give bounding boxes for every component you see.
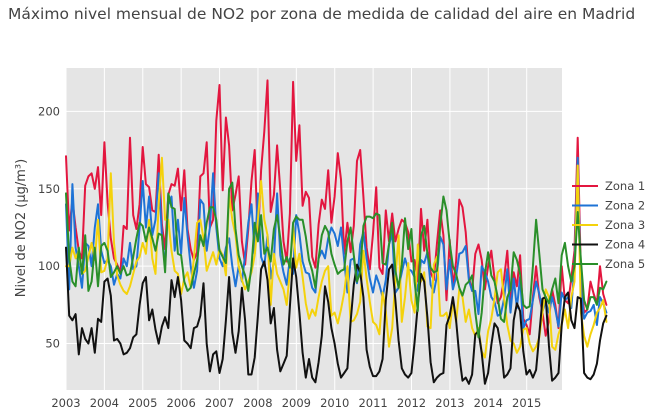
x-tick-label: 2003 [51, 396, 80, 410]
x-axis-ticks: 2003 2004 2005 2006 2007 2008 2009 2010 2011 2012… [51, 396, 541, 410]
legend[interactable]: Zona 1 Zona 2 Zona 3 Zona 4 Zona 5 [572, 179, 645, 271]
y-tick-label: 100 [38, 259, 60, 273]
legend-item-zona-5[interactable]: Zona 5 [572, 257, 645, 271]
legend-label: Zona 3 [605, 218, 645, 232]
series-line-zona-4 [65, 246, 608, 385]
series-line-zona-3 [65, 156, 608, 359]
y-tick-label: 50 [45, 337, 60, 351]
y-axis-label: Nivel de NO2 (µg/m³) [14, 159, 29, 297]
x-tick-label: 2004 [90, 396, 119, 410]
x-tick-label: 2008 [243, 396, 272, 410]
x-tick-label: 2006 [167, 396, 196, 410]
x-tick-label: 2013 [435, 396, 464, 410]
x-tick-label: 2011 [358, 396, 387, 410]
legend-item-zona-1[interactable]: Zona 1 [572, 179, 645, 193]
legend-label: Zona 1 [605, 179, 645, 193]
x-tick-label: 2012 [397, 396, 426, 410]
x-tick-label: 2014 [474, 396, 503, 410]
y-axis-ticks: 50 100 150 200 [38, 104, 60, 350]
legend-item-zona-2[interactable]: Zona 2 [572, 199, 645, 213]
series-line-zona-5 [65, 181, 608, 339]
chart-title: Máximo nivel mensual de NO2 por zona de … [8, 5, 636, 23]
legend-label: Zona 5 [605, 257, 645, 271]
y-tick-label: 150 [38, 182, 60, 196]
x-tick-label: 2009 [282, 396, 311, 410]
x-tick-label: 2007 [205, 396, 234, 410]
legend-label: Zona 4 [605, 238, 645, 252]
legend-item-zona-3[interactable]: Zona 3 [572, 218, 645, 232]
series-lines [65, 79, 608, 385]
legend-item-zona-4[interactable]: Zona 4 [572, 238, 645, 252]
x-tick-label: 2015 [512, 396, 541, 410]
y-tick-label: 200 [38, 104, 60, 118]
x-tick-label: 2005 [128, 396, 157, 410]
x-tick-label: 2010 [320, 396, 349, 410]
legend-label: Zona 2 [605, 199, 645, 213]
